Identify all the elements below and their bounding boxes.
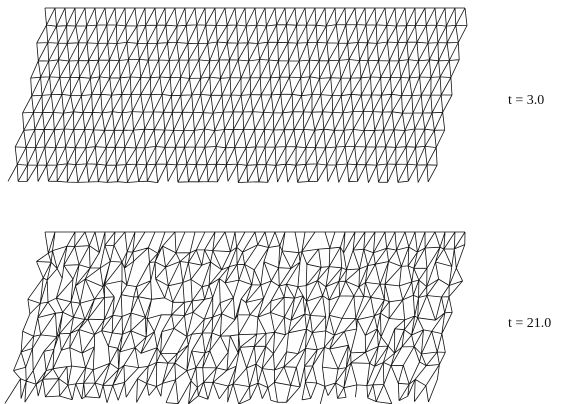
mesh-lines: [8, 8, 467, 183]
panel-label: t = 3.0: [508, 93, 544, 108]
figure: t = 3.0 t = 21.0: [0, 0, 582, 404]
mesh-panel: [8, 8, 467, 183]
mesh-lines: [5, 232, 465, 404]
mesh-panel: [5, 232, 465, 404]
panel-label: t = 21.0: [508, 316, 551, 331]
